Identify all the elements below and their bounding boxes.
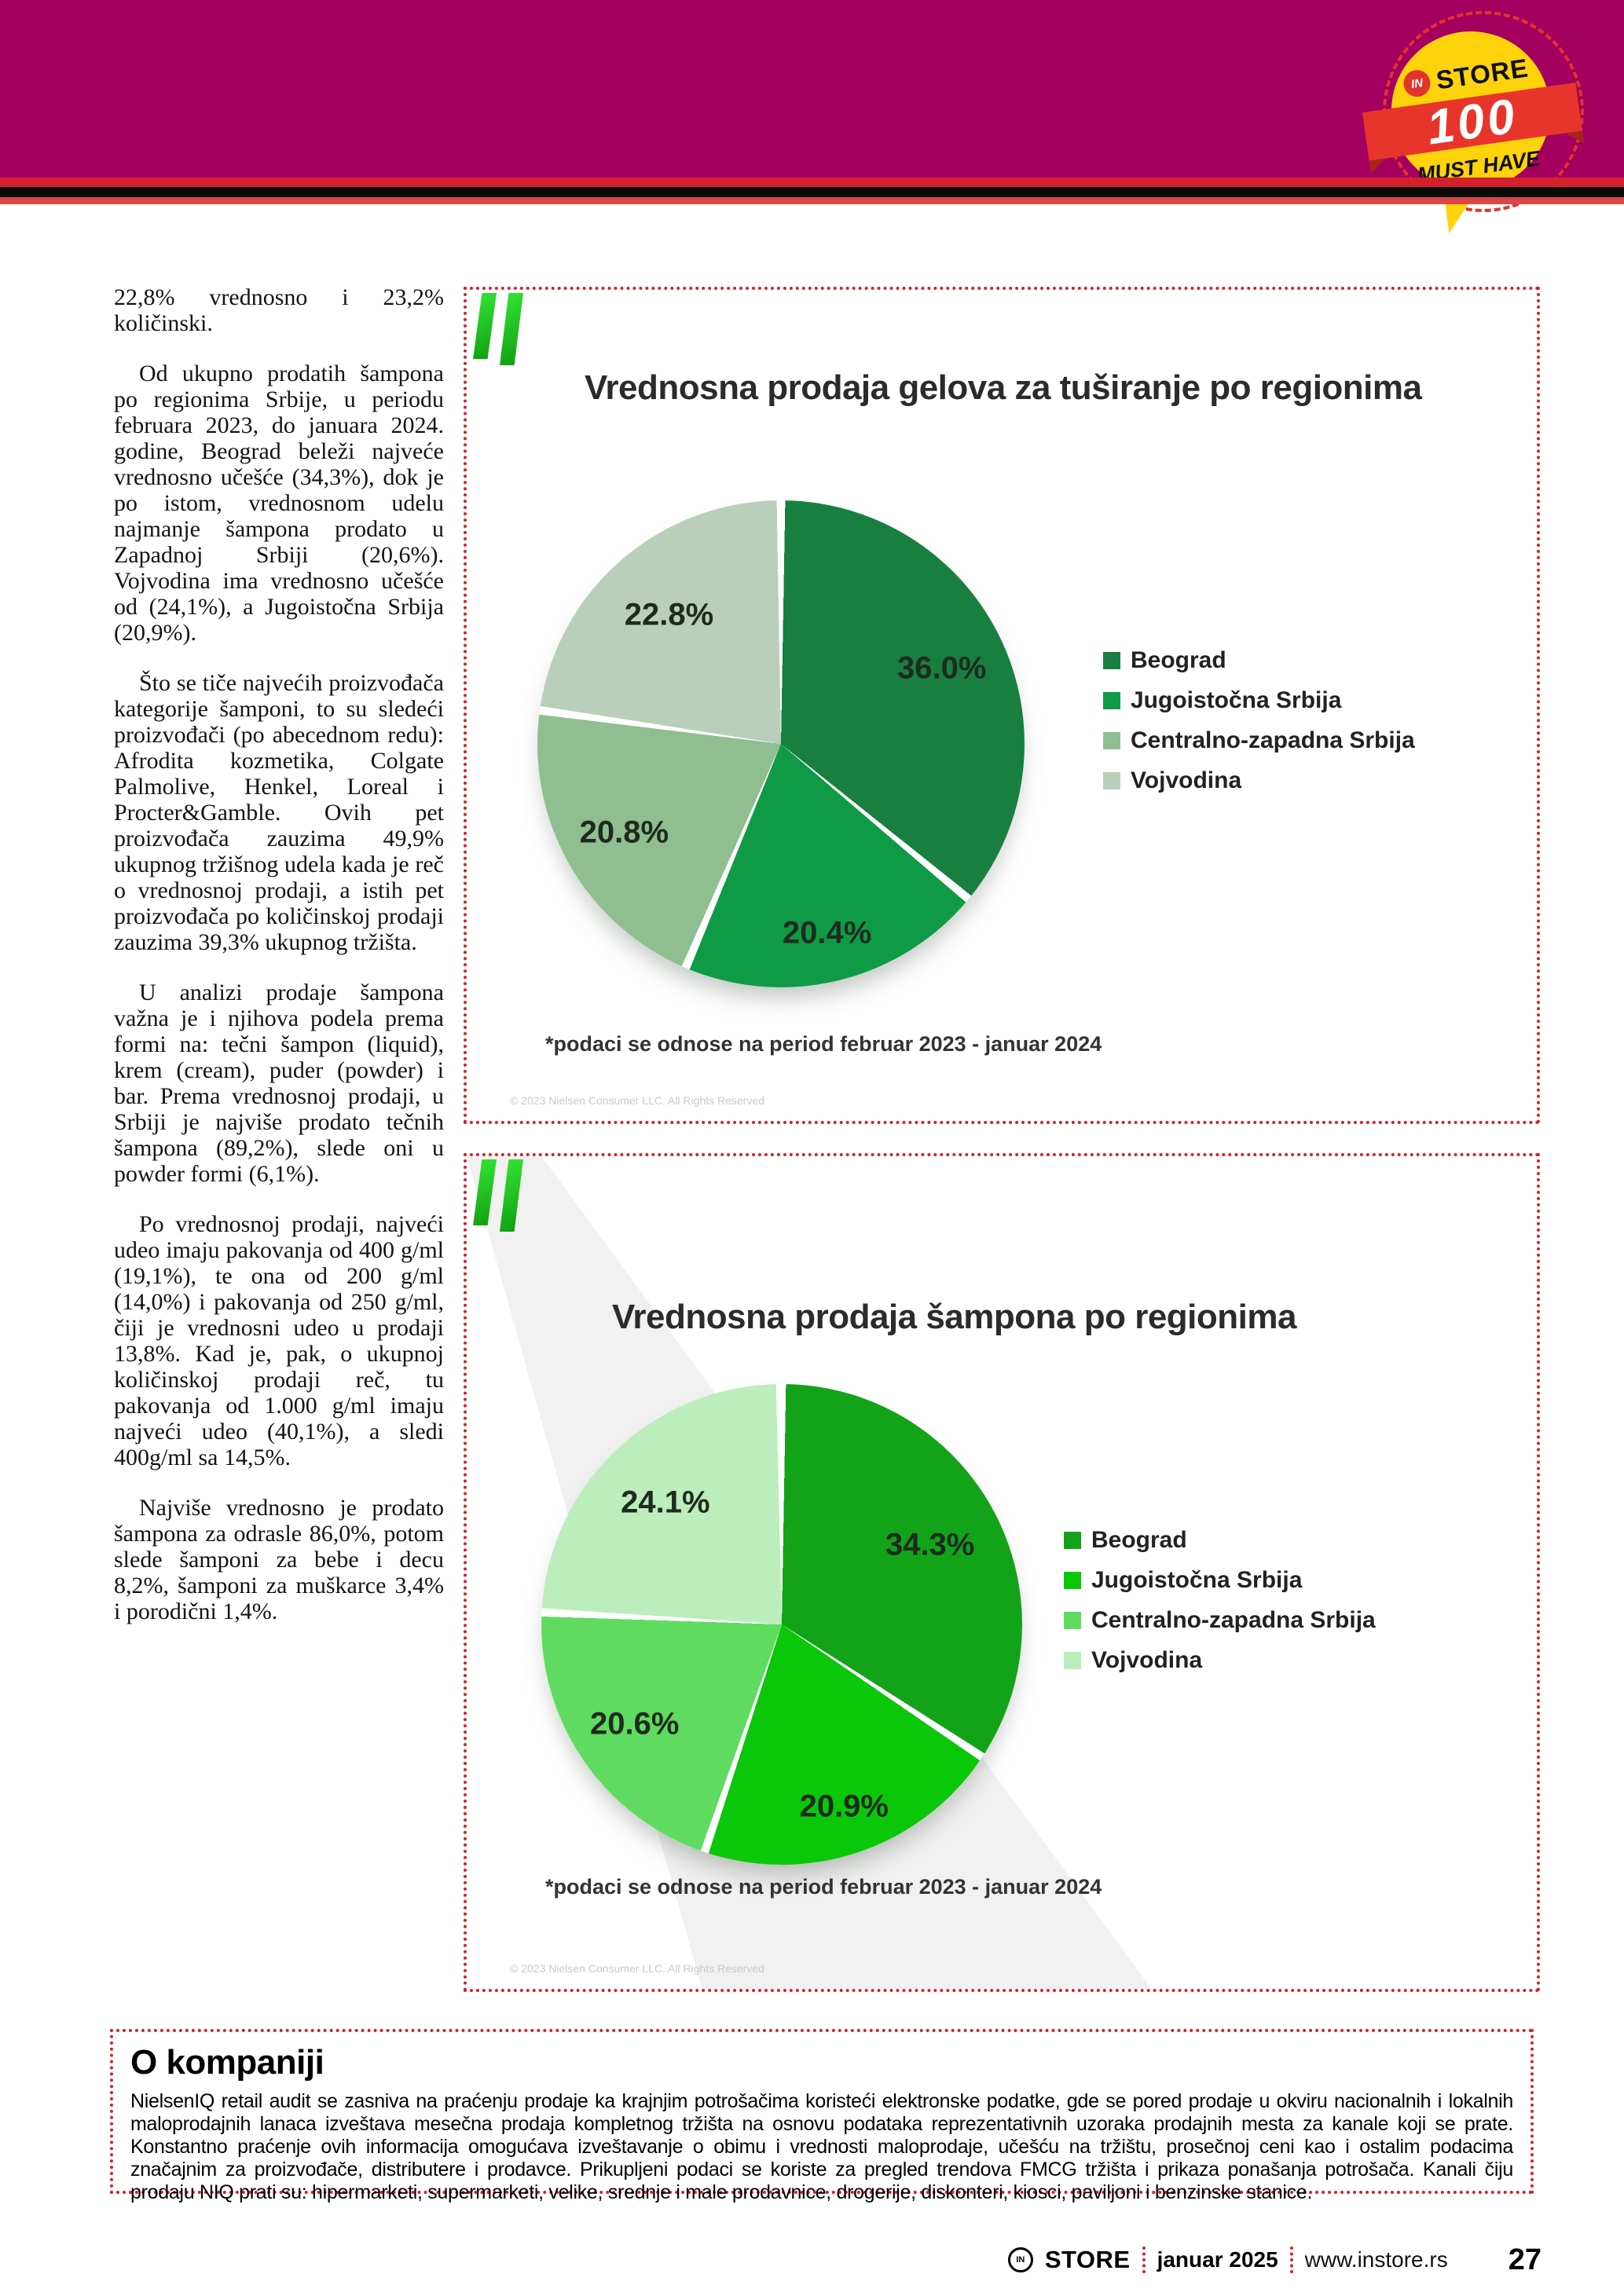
page-footer: IN STORE januar 2025 www.instore.rs 27 <box>1007 2240 1542 2280</box>
instore-100-badge: IN STORE 100 MUST HAVE <box>1362 31 1582 190</box>
chart-title-shampoos: Vrednosna prodaja šampona po regionima <box>612 1298 1296 1336</box>
article-paragraph: Od ukupno prodatih šampona po regionima … <box>114 361 444 646</box>
footer-website: www.instore.rs <box>1304 2247 1448 2272</box>
pie-chart-shower-gels: 36.0% 20.4% 20.8% 22.8% <box>537 500 1025 987</box>
chart-legend: Beograd Jugoistočna Srbija Centralno-zap… <box>1064 1527 1376 1687</box>
chart-box-shampoos: Vrednosna prodaja šampona po regionima 3… <box>464 1153 1540 1992</box>
legend-label: Vojvodina <box>1091 1647 1203 1673</box>
chart-copyright: © 2023 Nielsen Consumer LLC. All Rights … <box>510 1962 764 1975</box>
in-logo-icon: IN <box>1007 2247 1033 2272</box>
badge-number: 100 <box>1423 88 1521 156</box>
legend-label: Vojvodina <box>1131 767 1242 793</box>
chart-footnote: *podaci se odnose na period februar 2023… <box>545 1032 1102 1056</box>
legend-item: Centralno-zapadna Srbija <box>1103 727 1415 754</box>
legend-swatch-beograd <box>1103 652 1120 669</box>
article-paragraph: U analizi prodaje šampona važna je i nji… <box>114 980 444 1187</box>
footer-issue: januar 2025 <box>1157 2247 1278 2272</box>
legend-label: Centralno-zapadna Srbija <box>1131 727 1415 753</box>
header-stripe-black <box>0 187 1624 197</box>
legend-swatch-centralno <box>1103 732 1120 749</box>
article-paragraph: Što se tiče najvećih proizvođača kategor… <box>114 670 444 955</box>
legend-item: Beograd <box>1103 647 1415 674</box>
about-company-box: O kompaniji NielsenIQ retail audit se za… <box>110 2029 1534 2203</box>
pie-slice-label: 20.4% <box>782 915 872 950</box>
article-paragraph: Najviše vrednosno je prodato šampona za … <box>114 1495 444 1624</box>
legend-swatch-jugoistocna <box>1103 692 1120 709</box>
article-text-column: 22,8% vrednosno i 23,2% količinski. Od u… <box>114 284 444 1649</box>
chart-box-shower-gels: Vrednosna prodaja gelova za tuširanje po… <box>464 287 1540 1124</box>
legend-swatch-jugoistocna <box>1064 1572 1081 1589</box>
legend-label: Centralno-zapadna Srbija <box>1091 1607 1376 1633</box>
header-stripe-red-top <box>0 178 1624 187</box>
legend-item: Jugoistočna Srbija <box>1064 1567 1376 1594</box>
legend-item: Vojvodina <box>1064 1647 1376 1674</box>
legend-swatch-beograd <box>1064 1532 1081 1549</box>
pie-slice-label: 20.9% <box>799 1789 889 1824</box>
pie-slice-label: 20.8% <box>579 815 669 850</box>
badge-store-label: STORE <box>1434 53 1531 95</box>
legend-item: Vojvodina <box>1103 767 1415 794</box>
pie-slice-label: 34.3% <box>885 1527 975 1562</box>
legend-swatch-vojvodina <box>1064 1652 1081 1669</box>
pie-slice-label: 36.0% <box>897 650 987 686</box>
article-paragraph: 22,8% vrednosno i 23,2% količinski. <box>114 284 444 336</box>
legend-item: Jugoistočna Srbija <box>1103 687 1415 714</box>
legend-item: Centralno-zapadna Srbija <box>1064 1607 1376 1634</box>
niq-logo-icon <box>471 1159 542 1234</box>
chart-footnote: *podaci se odnose na period februar 2023… <box>545 1875 1102 1899</box>
chart-copyright: © 2023 Nielsen Consumer LLC. All Rights … <box>510 1094 764 1107</box>
footer-store-label: STORE <box>1044 2246 1131 2273</box>
legend-label: Beograd <box>1091 1527 1187 1553</box>
about-heading: O kompaniji <box>130 2043 324 2082</box>
badge-content: IN STORE 100 MUST HAVE <box>1362 21 1582 200</box>
header-band <box>0 0 1624 178</box>
legend-swatch-vojvodina <box>1103 772 1120 789</box>
niq-logo-icon <box>471 293 542 368</box>
legend-swatch-centralno <box>1064 1612 1081 1629</box>
chart-legend: Beograd Jugoistočna Srbija Centralno-zap… <box>1103 647 1415 807</box>
about-body-text: NielsenIQ retail audit se zasniva na pra… <box>130 2090 1513 2203</box>
pie-slice-label: 24.1% <box>621 1485 710 1520</box>
footer-separator <box>1142 2247 1146 2273</box>
pie-chart-shampoos: 34.3% 20.9% 20.6% 24.1% <box>541 1384 1022 1865</box>
legend-item: Beograd <box>1064 1527 1376 1554</box>
pie-slice-label: 20.6% <box>589 1706 680 1741</box>
chart-title-gels: Vrednosna prodaja gelova za tuširanje po… <box>585 368 1422 407</box>
pie-slice-label: 22.8% <box>624 597 714 632</box>
legend-label: Jugoistočna Srbija <box>1091 1567 1303 1593</box>
page-number: 27 <box>1508 2243 1542 2276</box>
footer-separator <box>1289 2247 1293 2273</box>
article-paragraph: Po vrednosnoj prodaji, najveći udeo imaj… <box>114 1211 444 1470</box>
legend-label: Jugoistočna Srbija <box>1131 687 1342 713</box>
header-stripe-red-bottom <box>0 197 1624 204</box>
legend-label: Beograd <box>1131 647 1226 673</box>
in-logo-icon: IN <box>1402 68 1432 99</box>
